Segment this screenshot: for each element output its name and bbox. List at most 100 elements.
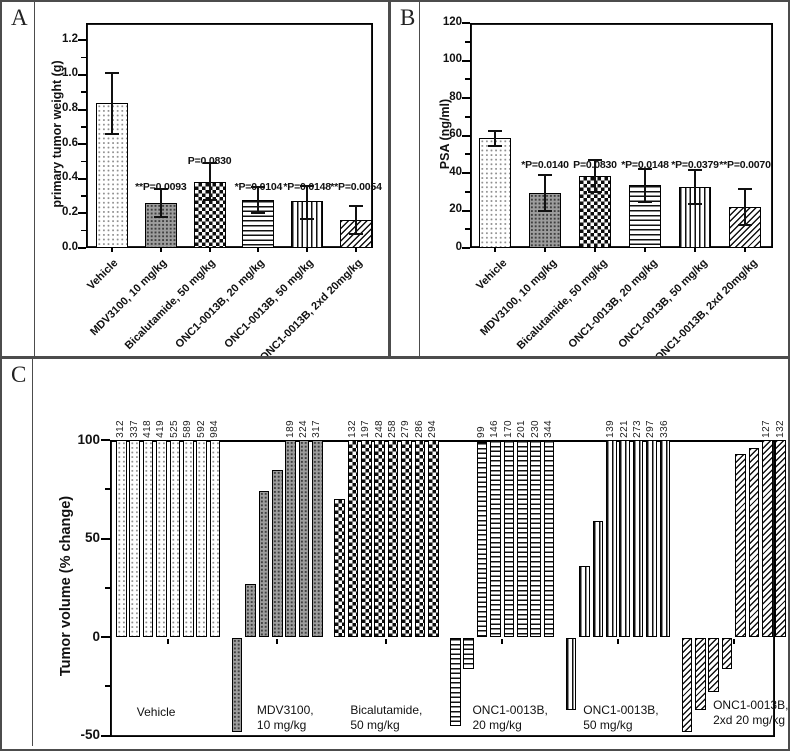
x-category-label: ONC1-0013B, 20 mg/kg xyxy=(173,257,267,351)
p-value-label: *P=0.0379 xyxy=(671,159,719,171)
error-bar-line xyxy=(111,73,113,134)
x-axis-tick xyxy=(159,248,162,252)
x-axis-tick xyxy=(494,248,496,252)
error-bar-line xyxy=(594,159,596,192)
x-category-label: ONC1-0013B, 50 mg/kg xyxy=(615,257,710,351)
bar xyxy=(142,440,154,637)
error-bar-cap-bottom xyxy=(488,144,502,147)
y-axis-tick-label: 20 xyxy=(449,203,462,215)
bar-top-label: 248 xyxy=(373,420,385,438)
panel-a-label: A xyxy=(11,5,28,30)
bar xyxy=(721,638,733,669)
x-axis-tick xyxy=(385,638,388,644)
y-axis-tick-label: 0 xyxy=(92,628,100,644)
error-bar-cap-bottom xyxy=(688,202,702,205)
y-axis-tick xyxy=(78,108,86,111)
bar xyxy=(312,440,323,637)
y-axis-tick xyxy=(78,177,86,180)
bar-top-label: 224 xyxy=(298,420,310,438)
y-axis-tick-label: 80 xyxy=(449,90,462,103)
y-axis-tick-label: 120 xyxy=(442,15,462,28)
y-axis-tick xyxy=(462,97,470,99)
bar xyxy=(387,440,399,637)
y-axis-tick-label: 40 xyxy=(449,165,462,178)
bar-top-label: 189 xyxy=(284,420,296,438)
p-value-label: *P=0.0104 xyxy=(234,180,283,193)
error-bar-cap-bottom xyxy=(202,198,217,201)
y-axis-tick xyxy=(101,636,110,638)
bar xyxy=(272,469,283,637)
y-axis-minor-tick xyxy=(81,56,86,59)
bar xyxy=(476,441,488,637)
y-axis-minor-tick xyxy=(465,190,470,193)
bar xyxy=(681,638,693,732)
y-axis-tick xyxy=(101,537,110,540)
error-bar-cap-top xyxy=(738,187,752,190)
bar xyxy=(245,583,256,637)
bar xyxy=(479,138,511,248)
bar xyxy=(517,440,528,637)
group-label-line: MDV3100, xyxy=(256,703,314,717)
error-bar-line xyxy=(744,188,746,225)
bar xyxy=(401,440,412,637)
error-bar-cap-bottom xyxy=(153,215,168,218)
error-bar-cap-bottom xyxy=(300,217,315,220)
x-category-label: ONC1-0013B, 50 mg/kg xyxy=(222,257,316,351)
group-label-line: Bicalutamide, xyxy=(350,703,423,717)
bar-top-label: 132 xyxy=(774,420,786,438)
y-axis-tick xyxy=(462,134,470,137)
bar xyxy=(503,440,515,637)
panel-b-chart: 0 20 40 60 80 100 120 *P=0.0140 P=0.0830 *P=0.014… xyxy=(391,2,788,356)
error-bar-cap-bottom xyxy=(105,132,119,135)
group-label: ONC1-0013B, 20 mg/kg xyxy=(472,703,547,732)
y-axis-tick xyxy=(78,39,86,42)
panel-b-label: B xyxy=(400,5,416,30)
y-axis-minor-tick xyxy=(81,126,86,128)
bar-top-label: 201 xyxy=(516,420,528,438)
group-label: ONC1-0013B, 2xd 20 mg/kg xyxy=(713,698,788,727)
group-label-line: 2xd 20 mg/kg xyxy=(713,712,786,727)
error-bar-cap-top xyxy=(105,72,119,75)
error-bar-line xyxy=(544,174,546,212)
y-axis-tick xyxy=(462,22,470,24)
bar-top-label: 99 xyxy=(476,426,488,438)
group-label-line: ONC1-0013B, xyxy=(583,703,659,717)
y-axis-minor-tick xyxy=(105,685,110,688)
error-bar-line xyxy=(208,163,211,200)
error-bar-cap-bottom xyxy=(588,190,602,193)
bar xyxy=(285,440,296,637)
y-axis-minor-tick xyxy=(465,115,470,118)
y-axis-tick-label: 1.0 xyxy=(62,67,78,80)
bar xyxy=(144,203,177,248)
y-axis-tick-label: 0 xyxy=(455,240,462,253)
bar xyxy=(116,440,127,637)
panel-c-letter-column: C xyxy=(2,359,33,746)
x-axis-tick xyxy=(694,248,696,252)
error-bar-cap-top xyxy=(153,188,168,191)
group-label: Bicalutamide, 50 mg/kg xyxy=(350,703,422,732)
y-axis-minor-tick xyxy=(465,40,470,43)
y-axis-minor-tick xyxy=(465,153,470,156)
plot-frame: 0 20 40 60 80 100 120 *P=0.0140 P=0.0830 *P=0.014… xyxy=(443,16,773,253)
bar-top-label: 139 xyxy=(605,420,617,438)
p-value-label: P=0.0830 xyxy=(187,154,232,167)
bar xyxy=(334,499,345,637)
plot-frame: 100 50 0 -50 312 337 418 419 525 589 592 984 189 224 3… xyxy=(77,420,786,742)
p-value-label: **P=0.0093 xyxy=(135,180,187,193)
bar-top-label: 312 xyxy=(115,420,127,438)
bar-top-label: 589 xyxy=(182,420,194,438)
bar-top-label: 418 xyxy=(142,420,154,438)
bar xyxy=(695,638,706,710)
y-axis-tick-label: 0.4 xyxy=(62,171,78,184)
bar-top-label: 344 xyxy=(543,420,555,438)
error-bar-cap-top xyxy=(538,173,552,176)
bar-top-label: 127 xyxy=(761,420,773,438)
y-axis-tick-label: 50 xyxy=(84,530,100,545)
panel-c: C 100 50 0 -50 312 337 418 419 525 589 592 984 189 22… xyxy=(2,359,788,746)
bar xyxy=(231,638,243,732)
y-axis-tick xyxy=(462,59,470,62)
group-label: Vehicle xyxy=(137,705,176,720)
bar xyxy=(579,566,590,637)
y-axis-tick xyxy=(462,247,470,249)
